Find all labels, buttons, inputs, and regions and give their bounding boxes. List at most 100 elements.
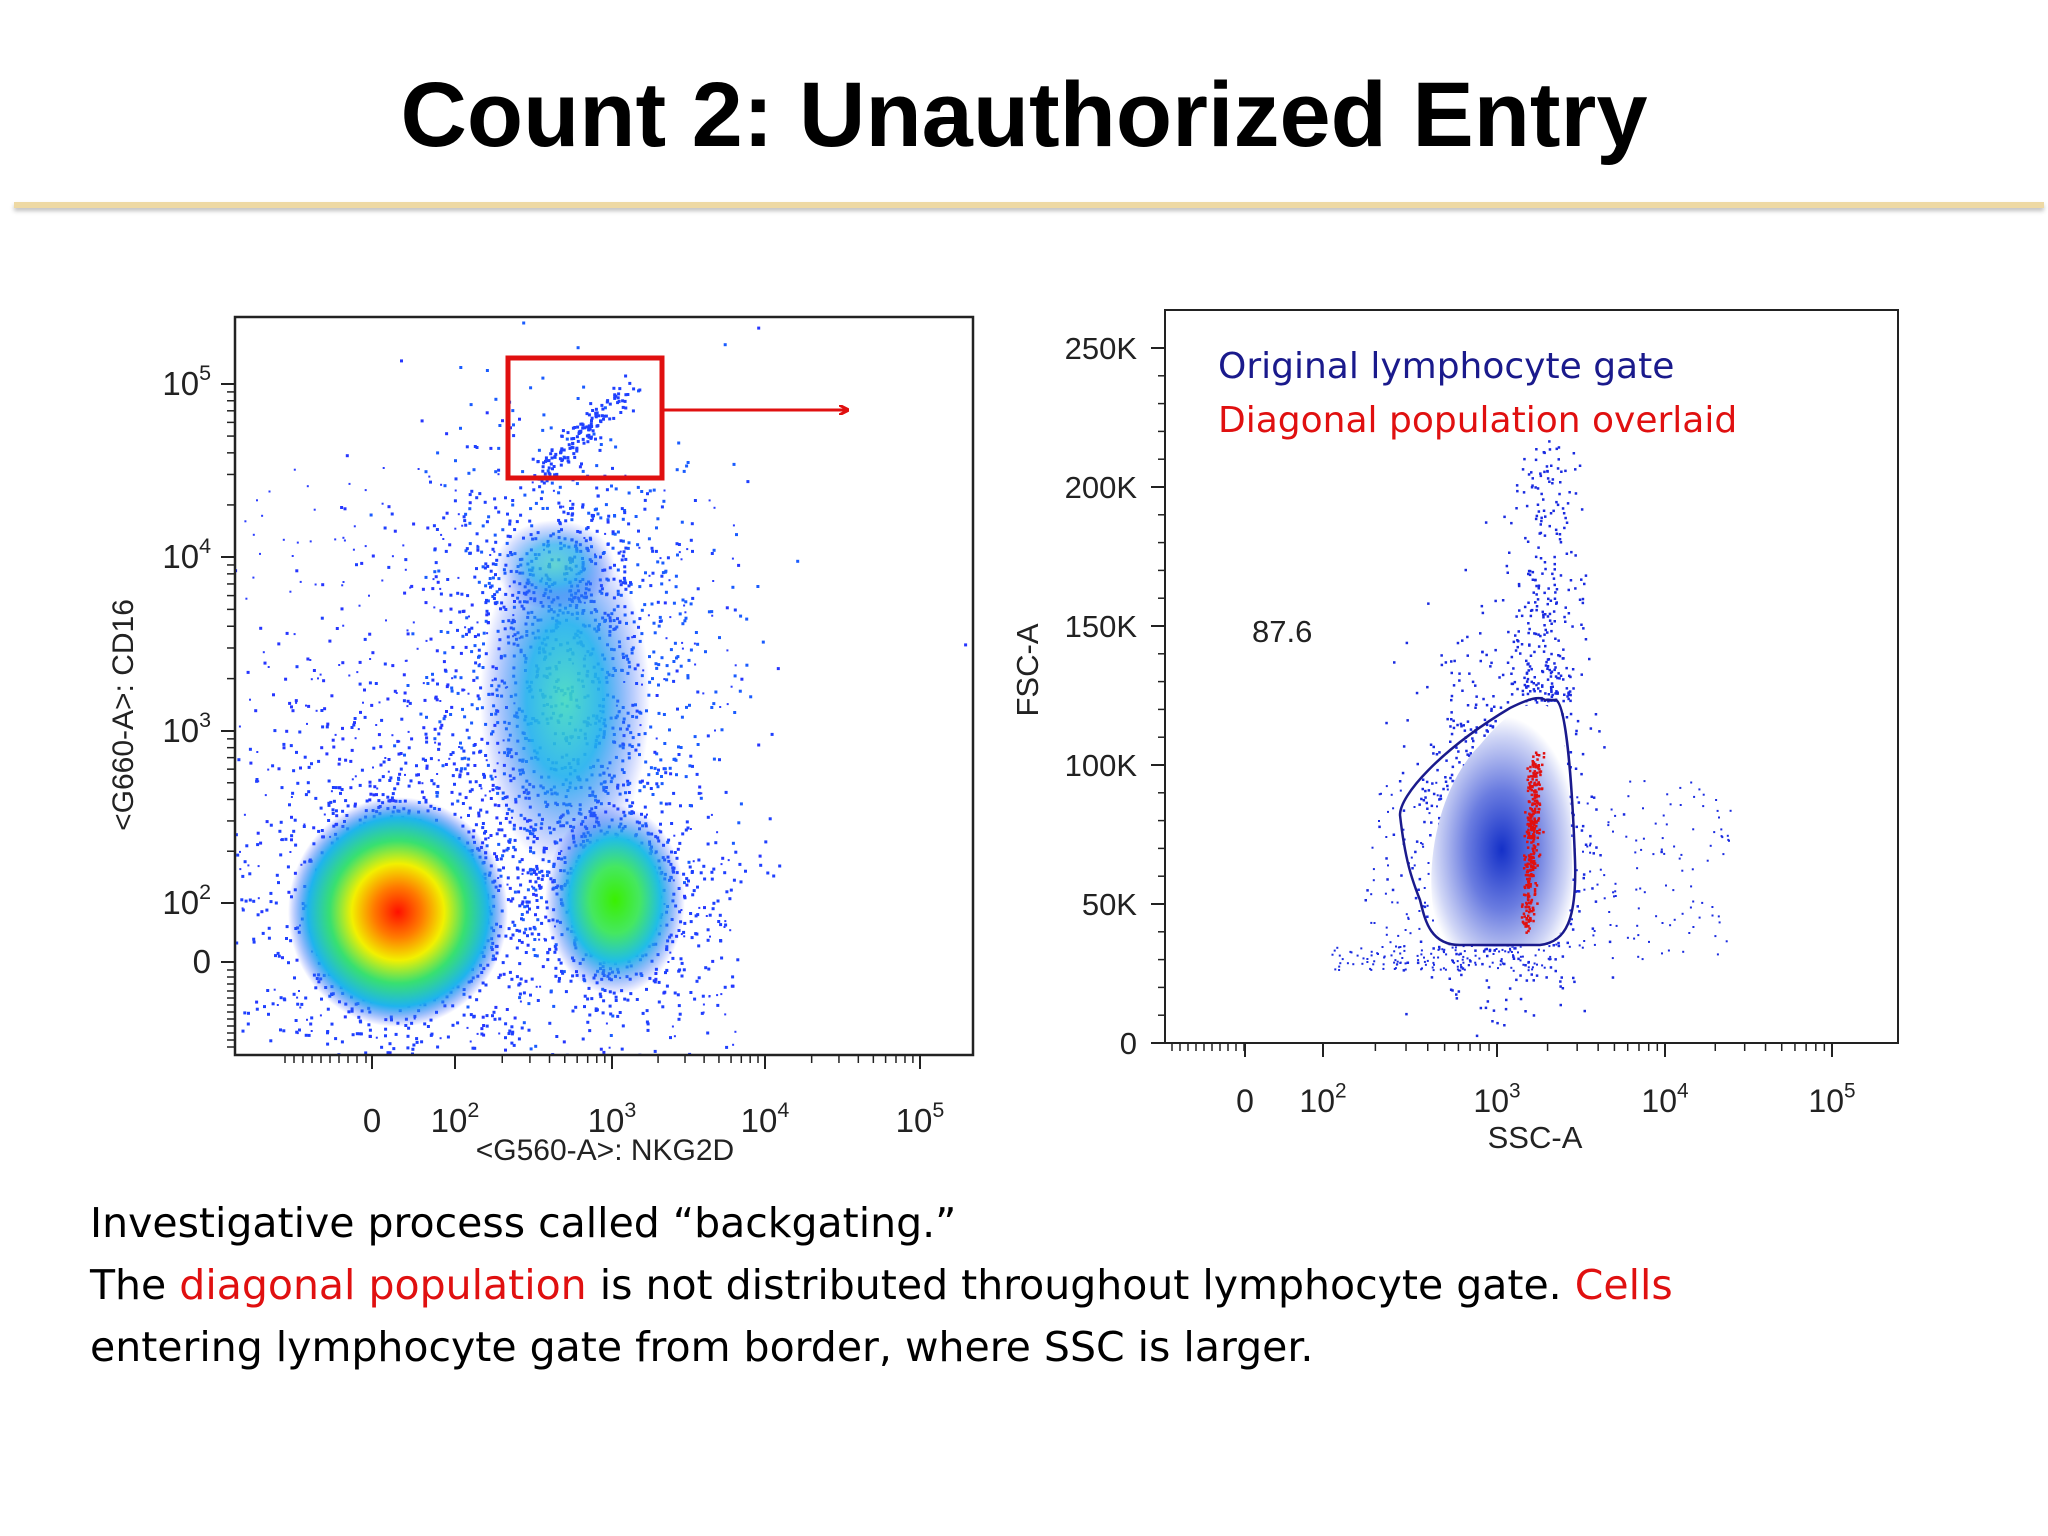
diagonal-population-point	[602, 417, 605, 421]
scatter-point	[1364, 899, 1367, 902]
scatter-point	[360, 561, 364, 565]
scatter-point	[526, 934, 529, 938]
scatter-point	[222, 721, 225, 724]
scatter-point	[255, 1000, 259, 1004]
scatter-point	[500, 828, 504, 832]
scatter-point	[684, 828, 688, 832]
sparse-point	[299, 580, 302, 583]
diagonal-population-point	[541, 469, 545, 473]
scatter-point	[277, 767, 281, 771]
sparse-point	[562, 505, 565, 508]
scatter-point	[520, 858, 524, 862]
scatter-point	[396, 739, 400, 743]
scatter-point	[473, 743, 477, 746]
scatter-point	[688, 865, 692, 869]
scatter-point	[595, 464, 599, 468]
scatter-point	[529, 1047, 533, 1051]
scatter-point	[696, 743, 700, 746]
sparse-point	[299, 1006, 302, 1009]
diagonal-population-point	[602, 414, 606, 418]
diagonal-population-point	[547, 471, 551, 475]
scatter-point	[520, 940, 524, 944]
scatter-point	[277, 642, 281, 646]
scatter-point	[623, 511, 627, 515]
scatter-point	[493, 533, 497, 537]
scatter-point	[486, 599, 490, 603]
scatter-point	[1422, 799, 1426, 802]
scatter-point	[1517, 584, 1521, 588]
diagonal-population-point	[544, 456, 548, 460]
diagonal-population-point	[605, 400, 609, 404]
scatter-point	[1506, 661, 1510, 664]
scatter-point	[474, 661, 478, 665]
scatter-point	[517, 1037, 521, 1041]
scatter-point	[609, 1034, 613, 1037]
scatter-point	[1445, 759, 1448, 762]
sparse-point	[535, 985, 538, 988]
sparse-point	[432, 578, 435, 581]
scatter-point	[682, 968, 686, 972]
scatter-point	[614, 999, 618, 1002]
scatter-point	[388, 1051, 392, 1055]
sparse-point	[448, 757, 451, 760]
left-density-layer	[179, 321, 968, 1085]
sparse-point	[402, 544, 405, 547]
scatter-point	[653, 1049, 657, 1053]
scatter-point	[476, 694, 480, 698]
scatter-point	[551, 1076, 554, 1079]
scatter-point	[659, 801, 663, 805]
scatter-point	[295, 750, 298, 754]
scatter-point	[236, 853, 240, 857]
scatter-point	[465, 728, 469, 732]
scatter-point	[485, 613, 489, 617]
scatter-point	[406, 1034, 410, 1038]
scatter-point	[619, 539, 623, 543]
sparse-point	[667, 961, 670, 963]
scatter-point	[683, 619, 687, 623]
scatter-point	[475, 567, 478, 571]
scatter-point	[602, 999, 606, 1003]
scatter-point	[323, 707, 327, 711]
scatter-point	[697, 976, 701, 980]
scatter-point	[450, 689, 454, 693]
sparse-point	[375, 724, 378, 726]
scatter-point	[1530, 680, 1533, 684]
scatter-point	[511, 897, 515, 901]
scatter-point	[334, 786, 338, 790]
scatter-point	[734, 850, 738, 854]
scatter-point	[770, 732, 774, 736]
scatter-point	[321, 583, 325, 587]
diagonal-population-point	[587, 424, 591, 428]
sparse-point	[608, 1046, 611, 1049]
sparse-point	[538, 938, 541, 941]
scatter-point	[294, 1082, 297, 1085]
scatter-point	[404, 761, 408, 765]
scatter-point	[380, 1045, 384, 1049]
scatter-point	[651, 571, 655, 575]
scatter-point	[502, 849, 506, 853]
scatter-point	[680, 520, 684, 524]
scatter-point	[601, 1011, 605, 1015]
scatter-point	[541, 428, 545, 432]
scatter-point	[1418, 877, 1422, 881]
sparse-point	[291, 555, 294, 557]
scatter-point	[668, 766, 672, 770]
diagonal-population-point	[581, 426, 585, 430]
scatter-point	[680, 974, 684, 978]
scatter-point	[660, 505, 664, 509]
scatter-point	[501, 961, 505, 965]
scatter-point	[1569, 922, 1573, 926]
sparse-point	[700, 792, 703, 795]
scatter-point	[320, 997, 323, 1001]
scatter-point	[458, 792, 462, 796]
scatter-point	[707, 967, 711, 971]
scatter-point	[454, 477, 458, 481]
scatter-point	[435, 649, 439, 653]
scatter-point	[538, 870, 542, 874]
scatter-point	[531, 868, 535, 872]
scatter-point	[504, 934, 508, 938]
scatter-point	[1449, 740, 1452, 743]
scatter-point	[327, 801, 331, 805]
scatter-point	[179, 960, 182, 963]
sparse-point	[276, 1004, 279, 1006]
